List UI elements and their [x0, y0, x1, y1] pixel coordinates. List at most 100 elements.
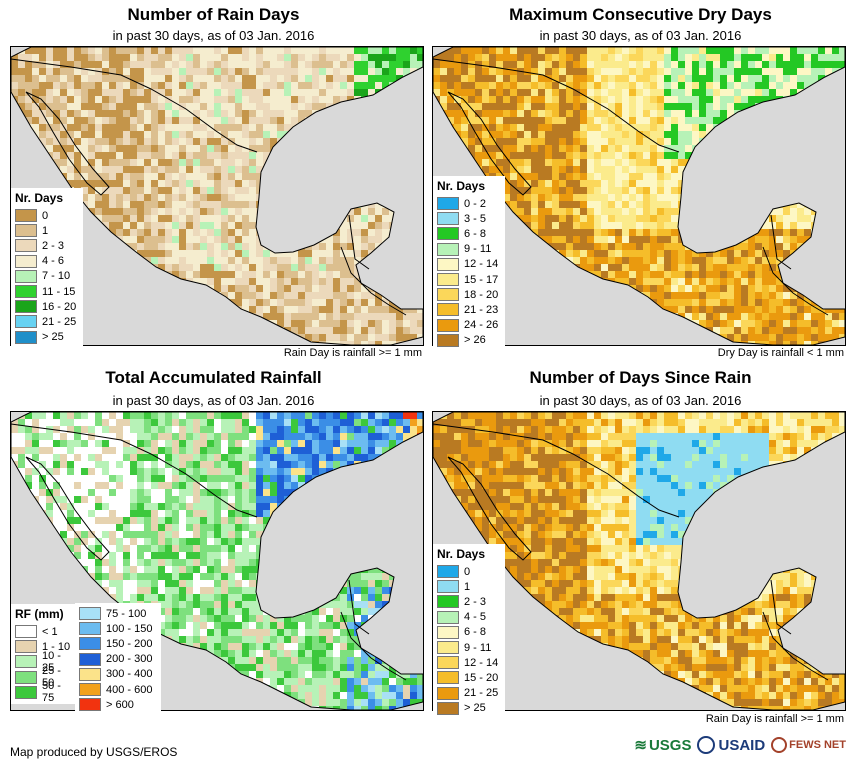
raster-cell	[601, 194, 608, 201]
raster-cell	[545, 131, 552, 138]
raster-cell	[482, 124, 489, 131]
raster-cell	[608, 285, 615, 292]
raster-cell	[165, 215, 172, 222]
raster-cell	[144, 187, 151, 194]
raster-cell	[678, 82, 685, 89]
raster-cell	[347, 208, 354, 215]
raster-cell	[186, 341, 193, 345]
raster-cell	[664, 152, 671, 159]
raster-cell	[207, 117, 214, 124]
raster-cell	[594, 229, 601, 236]
raster-cell	[727, 285, 734, 292]
raster-cell	[270, 159, 277, 166]
raster-cell	[517, 145, 524, 152]
raster-cell	[375, 257, 382, 264]
raster-cell	[256, 117, 263, 124]
raster-cell	[102, 208, 109, 215]
raster-cell	[18, 124, 25, 131]
raster-cell	[629, 229, 636, 236]
raster-cell	[580, 313, 587, 320]
raster-cell	[636, 285, 643, 292]
raster-cell	[11, 166, 18, 173]
raster-cell	[524, 75, 531, 82]
raster-cell	[375, 229, 382, 236]
raster-cell	[417, 236, 423, 243]
raster-cell	[88, 327, 95, 334]
raster-cell	[601, 159, 608, 166]
raster-cell	[762, 159, 769, 166]
raster-cell	[326, 250, 333, 257]
raster-cell	[678, 138, 685, 145]
raster-cell	[403, 89, 410, 96]
raster-cell	[650, 320, 657, 327]
raster-cell	[762, 54, 769, 61]
raster-cell	[503, 54, 510, 61]
raster-cell	[228, 173, 235, 180]
raster-cell	[671, 201, 678, 208]
raster-cell	[333, 131, 340, 138]
raster-cell	[587, 180, 594, 187]
raster-cell	[601, 117, 608, 124]
raster-cell	[440, 68, 447, 75]
raster-cell	[734, 320, 741, 327]
raster-cell	[657, 103, 664, 110]
raster-cell	[88, 271, 95, 278]
raster-cell	[165, 236, 172, 243]
raster-cell	[326, 47, 333, 54]
raster-cell	[594, 117, 601, 124]
raster-cell	[249, 285, 256, 292]
raster-cell	[755, 173, 762, 180]
raster-cell	[347, 264, 354, 271]
raster-cell	[790, 306, 797, 313]
raster-cell	[340, 110, 347, 117]
raster-cell	[538, 271, 545, 278]
raster-cell	[622, 180, 629, 187]
raster-cell	[249, 159, 256, 166]
raster-cell	[375, 299, 382, 306]
raster-cell	[482, 96, 489, 103]
raster-cell	[130, 131, 137, 138]
raster-cell	[242, 292, 249, 299]
raster-cell	[25, 103, 32, 110]
raster-cell	[734, 222, 741, 229]
raster-cell	[270, 89, 277, 96]
raster-cell	[825, 110, 832, 117]
raster-cell	[263, 285, 270, 292]
raster-cell	[650, 271, 657, 278]
raster-cell	[228, 229, 235, 236]
raster-cell	[762, 208, 769, 215]
raster-cell	[538, 138, 545, 145]
raster-cell	[678, 243, 685, 250]
raster-cell	[433, 82, 440, 89]
raster-cell	[102, 124, 109, 131]
raster-cell	[242, 180, 249, 187]
raster-cell	[727, 75, 734, 82]
raster-cell	[685, 145, 692, 152]
raster-cell	[242, 124, 249, 131]
raster-cell	[270, 54, 277, 61]
raster-cell	[664, 299, 671, 306]
raster-cell	[692, 229, 699, 236]
raster-cell	[95, 306, 102, 313]
raster-cell	[559, 110, 566, 117]
raster-cell	[130, 152, 137, 159]
raster-cell	[109, 180, 116, 187]
raster-cell	[158, 285, 165, 292]
raster-cell	[832, 292, 839, 299]
raster-cell	[326, 159, 333, 166]
raster-cell	[657, 131, 664, 138]
raster-cell	[797, 306, 804, 313]
raster-cell	[573, 180, 580, 187]
raster-cell	[305, 320, 312, 327]
raster-cell	[734, 82, 741, 89]
raster-cell	[664, 75, 671, 82]
raster-cell	[755, 292, 762, 299]
raster-cell	[839, 285, 845, 292]
raster-cell	[832, 229, 839, 236]
raster-cell	[186, 229, 193, 236]
raster-cell	[165, 334, 172, 341]
raster-cell	[88, 229, 95, 236]
raster-cell	[685, 257, 692, 264]
raster-cell	[102, 222, 109, 229]
raster-cell	[32, 89, 39, 96]
